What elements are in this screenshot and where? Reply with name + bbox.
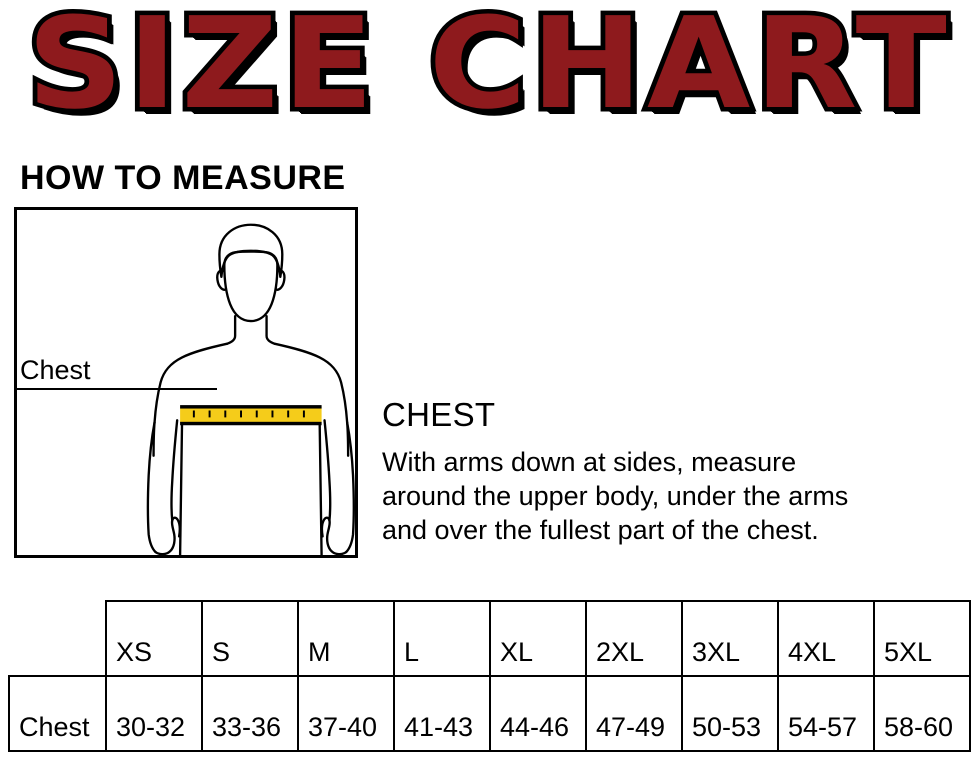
table-header-cell-4xl: 4XL	[777, 600, 875, 677]
table-header-cell-xs: XS	[105, 600, 203, 677]
table-header-cell-m: M	[297, 600, 395, 677]
title-banner: SIZE CHART	[0, 0, 978, 146]
description-heading: CHEST	[382, 396, 496, 433]
cell-chest-xs: 30-32	[105, 675, 203, 752]
table-header-row: XS S M L XL 2XL 3XL 4XL 5XL	[9, 600, 971, 677]
measuring-tape-icon	[180, 405, 322, 426]
table-header-cell-3xl: 3XL	[681, 600, 779, 677]
table-header-cell-xl: XL	[489, 600, 587, 677]
cell-chest-s: 33-36	[201, 675, 299, 752]
table-header-cell-s: S	[201, 600, 299, 677]
cell-chest-xl: 44-46	[489, 675, 587, 752]
table-header-cell-2xl: 2XL	[585, 600, 683, 677]
page-title: SIZE CHART	[22, 0, 951, 137]
cell-chest-5xl: 58-60	[873, 675, 971, 752]
description-line: With arms down at sides, measure	[382, 447, 797, 477]
measurement-diagram	[14, 207, 358, 558]
chest-description: CHEST With arms down at sides, measure a…	[382, 396, 967, 547]
body-figure-icon	[146, 223, 355, 555]
cell-chest-3xl: 50-53	[681, 675, 779, 752]
chest-leader-line	[17, 388, 217, 390]
section-heading-how-to-measure: HOW TO MEASURE	[20, 159, 346, 197]
description-line: and over the fullest part of the chest.	[382, 515, 819, 545]
table-corner-cell	[9, 601, 106, 676]
description-line: around the upper body, under the arms	[382, 481, 849, 511]
size-table: XS S M L XL 2XL 3XL 4XL 5XL Chest 30-32 …	[8, 600, 971, 752]
table-header-cell-5xl: 5XL	[873, 600, 971, 677]
chest-diagram-label: Chest	[20, 355, 91, 385]
cell-chest-l: 41-43	[393, 675, 491, 752]
cell-chest-4xl: 54-57	[777, 675, 875, 752]
cell-chest-2xl: 47-49	[585, 675, 683, 752]
table-row: Chest 30-32 33-36 37-40 41-43 44-46 47-4…	[8, 675, 971, 752]
row-label-chest: Chest	[8, 675, 107, 752]
cell-chest-m: 37-40	[297, 675, 395, 752]
description-body: With arms down at sides, measure around …	[382, 445, 967, 547]
table-header-cell-l: L	[393, 600, 491, 677]
